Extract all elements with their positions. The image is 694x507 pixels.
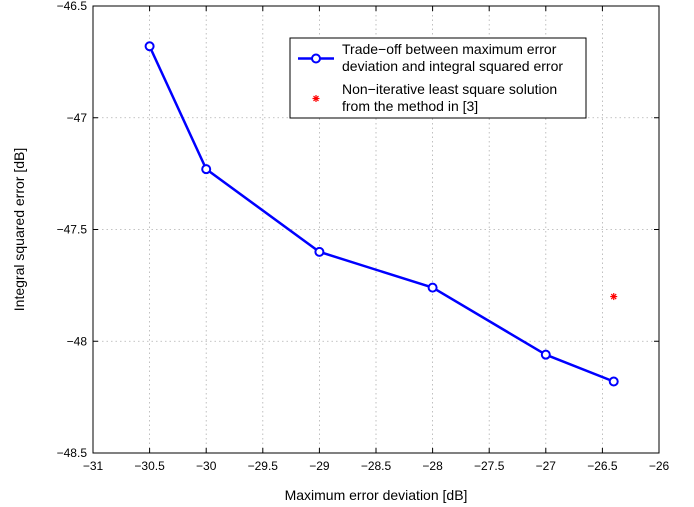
- legend-marker-asterisk: [312, 95, 320, 102]
- x-tick-label: −30: [196, 459, 217, 473]
- tick-labels: −31 −30.5 −30 −29.5 −29 −28.5 −28 −27.5 −27 −26.5…: [57, 0, 670, 473]
- y-tick-label: −48: [67, 334, 88, 348]
- legend-marker: [311, 53, 321, 64]
- data-point: [540, 349, 551, 360]
- x-axis-title: Maximum error deviation [dB]: [285, 487, 468, 503]
- legend-label: Trade−off between maximum error: [342, 41, 557, 57]
- data-point: [314, 246, 325, 257]
- x-tick-label: −28: [422, 459, 443, 473]
- x-tick-label: −31: [83, 459, 104, 473]
- axes: [92, 5, 660, 454]
- legend: Trade−off between maximum errordeviation…: [289, 37, 587, 119]
- x-tick-label: −30.5: [134, 459, 165, 473]
- x-tick-label: −27: [536, 459, 557, 473]
- y-tick-label: −46.5: [57, 0, 88, 13]
- y-tick-label: −48.5: [57, 446, 88, 460]
- y-tick-label: −47: [67, 111, 88, 125]
- x-tick-label: −26: [649, 459, 670, 473]
- data-point-asterisk: [610, 293, 618, 301]
- data-point: [201, 164, 212, 175]
- data-point: [144, 41, 155, 52]
- legend-label: Non−iterative least square solution: [342, 81, 557, 97]
- x-tick-label: −29.5: [248, 459, 279, 473]
- data-point: [427, 282, 438, 293]
- x-tick-label: −26.5: [587, 459, 618, 473]
- x-tick-label: −27.5: [474, 459, 505, 473]
- legend-box: [289, 37, 587, 119]
- data-series: [144, 41, 619, 387]
- x-tick-label: −29: [309, 459, 330, 473]
- y-axis-title: Integral squared error [dB]: [11, 148, 27, 311]
- data-point: [608, 376, 619, 387]
- x-tick-label: −28.5: [361, 459, 392, 473]
- legend-label: deviation and integral squared error: [342, 58, 563, 74]
- series-line: [148, 45, 615, 383]
- legend-label: from the method in [3]: [342, 98, 478, 114]
- y-tick-label: −47.5: [57, 223, 88, 237]
